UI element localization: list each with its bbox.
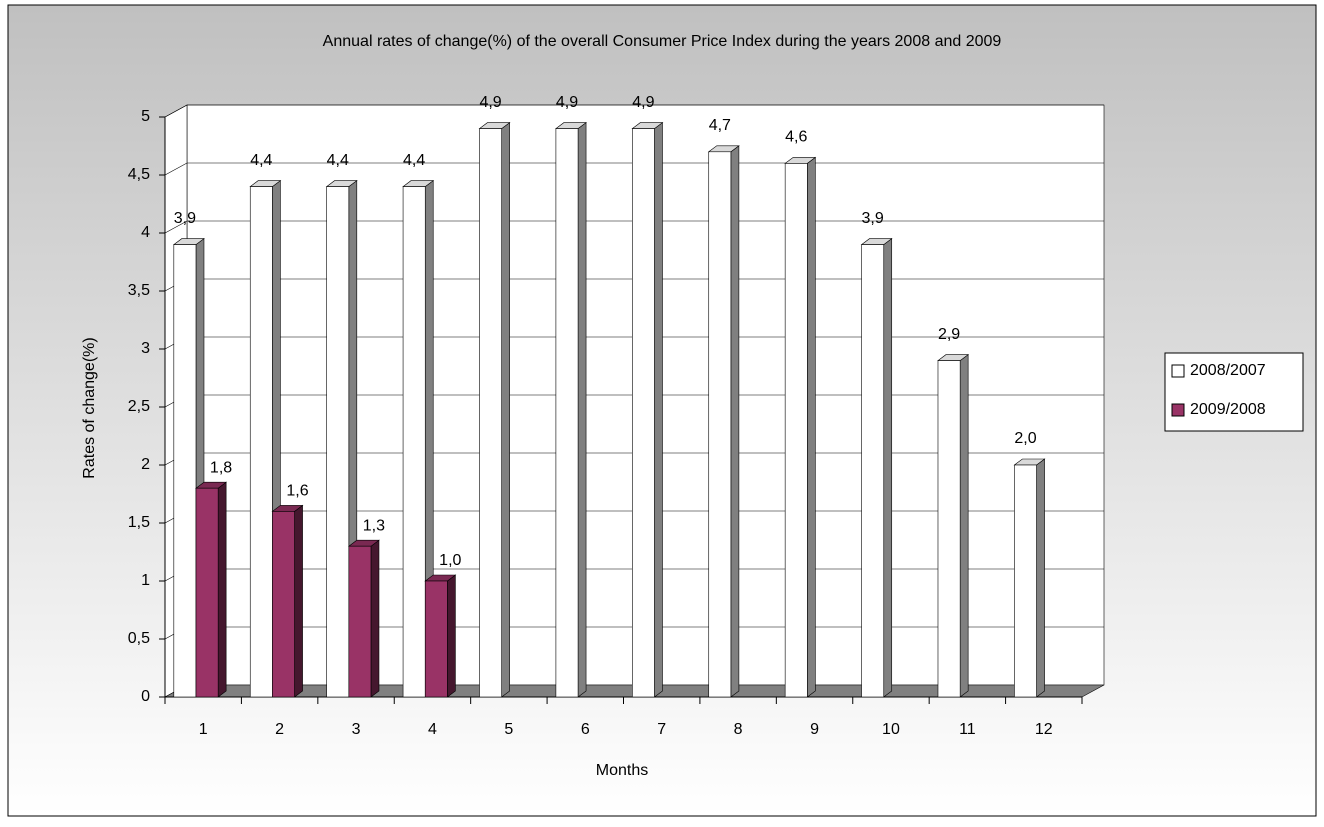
y-tick-label: 3,5 (128, 282, 150, 299)
legend-swatch (1171, 364, 1185, 378)
x-tick-label: 11 (959, 721, 976, 738)
x-tick-label: 6 (581, 721, 590, 738)
bar-group (195, 481, 228, 698)
bar-side (501, 121, 510, 698)
data-label: 3,9 (862, 210, 884, 227)
legend-label: 2008/2007 (1190, 362, 1266, 379)
data-label: 1,3 (363, 517, 385, 534)
data-label: 4,4 (327, 152, 349, 169)
data-label: 4,9 (556, 94, 578, 111)
data-label: 4,6 (785, 129, 807, 146)
bar (424, 580, 448, 698)
bar (1014, 464, 1037, 698)
bar-group (937, 354, 970, 698)
bar (479, 128, 502, 698)
y-tick-label: 2,5 (128, 398, 150, 415)
bar-side (730, 145, 740, 698)
x-tick-label: 3 (352, 721, 361, 738)
x-tick-label: 12 (1035, 721, 1053, 738)
bar (272, 511, 295, 698)
bar-group (860, 238, 893, 698)
grid-line (164, 104, 1104, 118)
x-tick-label: 7 (657, 721, 666, 738)
data-label: 1,6 (286, 483, 308, 500)
data-label: 2,9 (938, 326, 960, 343)
bar-side (959, 354, 969, 698)
y-tick-label: 5 (141, 108, 150, 125)
y-tick-label: 1 (141, 572, 150, 589)
bar (555, 128, 579, 698)
bar (348, 545, 372, 698)
x-tick-label: 4 (428, 721, 437, 738)
bar-group (555, 121, 587, 698)
bar-group (784, 156, 817, 698)
x-tick-label: 8 (734, 721, 743, 738)
data-label: 4,4 (250, 152, 272, 169)
bar-group (325, 180, 358, 698)
bar (632, 128, 655, 698)
bar (784, 163, 808, 698)
y-tick-label: 2 (141, 456, 150, 473)
y-tick-label: 1,5 (128, 514, 150, 531)
x-tick-label: 1 (199, 721, 208, 738)
bar (861, 244, 885, 698)
bar-group (631, 121, 664, 698)
x-axis-title: Months (596, 762, 648, 779)
x-tick-label: 10 (882, 721, 900, 738)
y-tick-label: 3 (141, 340, 150, 357)
bar (402, 186, 426, 698)
x-tick-label: 9 (810, 721, 819, 738)
bar-side (883, 238, 893, 698)
bar-group (271, 504, 304, 698)
bar (937, 360, 961, 698)
bar-group (347, 539, 380, 698)
data-label: 3,9 (174, 210, 196, 227)
data-label: 4,4 (403, 152, 425, 169)
y-tick-label: 0 (141, 688, 150, 705)
bar (708, 151, 732, 698)
data-label: 2,0 (1014, 430, 1036, 447)
data-label: 4,9 (632, 94, 654, 111)
bar (195, 487, 219, 698)
bar-side (370, 539, 380, 698)
chart-title: Annual rates of change(%) of the overall… (323, 33, 1002, 50)
bar-side (577, 121, 587, 698)
x-tick-label: 5 (504, 721, 513, 738)
data-label: 4,9 (479, 94, 501, 111)
legend (1164, 352, 1304, 432)
legend-swatch (1171, 403, 1185, 417)
bar-side (217, 481, 227, 698)
legend-label: 2009/2008 (1190, 401, 1266, 418)
y-tick-label: 4,5 (128, 166, 150, 183)
bar (326, 186, 350, 698)
bar-group (1013, 458, 1046, 698)
y-axis-title: Rates of change(%) (81, 337, 98, 478)
data-label: 1,0 (439, 552, 461, 569)
bar-group (707, 145, 740, 698)
bar-side (807, 156, 816, 698)
x-tick-label: 2 (275, 721, 284, 738)
bar-group (478, 121, 511, 698)
y-tick-label: 0,5 (128, 630, 150, 647)
bar-side (294, 504, 303, 698)
data-label: 1,8 (210, 459, 232, 476)
y-tick-label: 4 (141, 224, 150, 241)
bar-side (654, 121, 663, 698)
bar-side (447, 574, 456, 698)
bar (249, 186, 273, 698)
bar-side (1036, 458, 1045, 698)
bar-group (424, 574, 457, 698)
data-label: 4,7 (709, 117, 731, 134)
bar (173, 244, 197, 698)
